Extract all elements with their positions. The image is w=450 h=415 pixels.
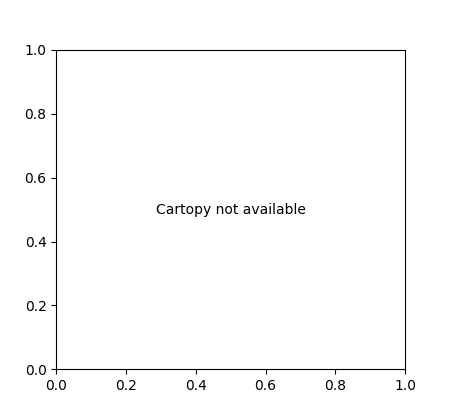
- Text: Cartopy not available: Cartopy not available: [156, 203, 306, 217]
